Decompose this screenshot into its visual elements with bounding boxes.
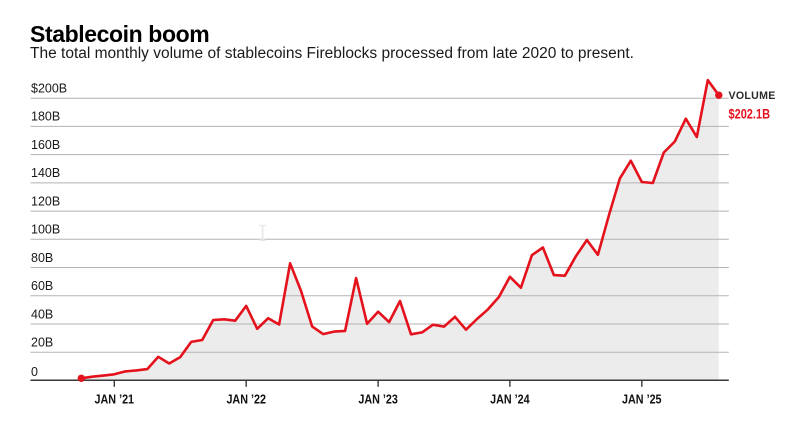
svg-text:80B: 80B (31, 251, 53, 265)
svg-text:180B: 180B (31, 110, 60, 124)
svg-text:160B: 160B (31, 138, 60, 152)
svg-text:140B: 140B (31, 166, 60, 180)
svg-text:100B: 100B (31, 223, 60, 237)
svg-text:JAN ’21: JAN ’21 (95, 392, 135, 407)
svg-text:0: 0 (31, 365, 38, 379)
svg-text:VOLUME: VOLUME (729, 90, 776, 102)
svg-text:120B: 120B (31, 194, 60, 208)
svg-text:$202.1B: $202.1B (729, 107, 771, 122)
svg-text:JAN ’24: JAN ’24 (490, 392, 530, 407)
svg-text:$200B: $200B (31, 82, 67, 96)
svg-text:JAN ’22: JAN ’22 (226, 392, 266, 407)
svg-text:40B: 40B (31, 307, 53, 321)
svg-text:60B: 60B (31, 279, 53, 293)
svg-text:JAN ’25: JAN ’25 (622, 392, 662, 407)
svg-text:20B: 20B (31, 336, 53, 350)
svg-text:JAN ’23: JAN ’23 (358, 392, 398, 407)
